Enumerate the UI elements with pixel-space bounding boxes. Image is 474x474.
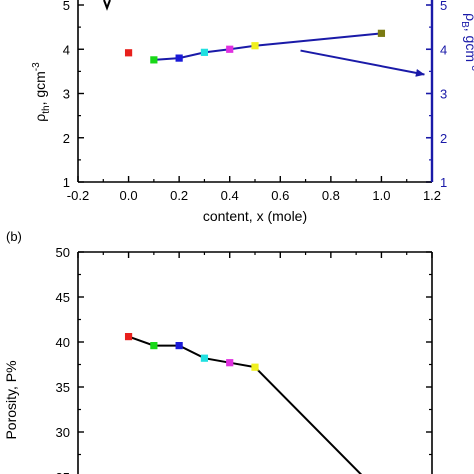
y-tick-label: 30 [56,425,70,440]
panel-b-label: (b) [6,229,22,244]
rho-th-point [124,49,133,57]
ylabel-left-exp: -3 [31,62,42,71]
y-tick-label: 35 [56,380,70,395]
panel-a-xlabel: content, x (mole) [203,208,307,224]
ylabel-left-main: ρ [32,114,48,122]
y-left-tick-label: 4 [63,42,70,57]
ylabel-right-exp: -3 [469,62,474,71]
panel-a-arrow [300,49,425,77]
y-left-tick-label: 5 [63,0,70,13]
axis-arrow [300,49,425,77]
y-left-tick-label: 1 [63,175,70,190]
x-tick-label: -0.2 [67,188,89,203]
y-tick-label: 25 [56,470,70,474]
panel-a-markers [124,29,386,64]
ylabel-right-sub: B [459,21,470,28]
porosity-point [251,363,259,371]
y-right-tick-label: 2 [440,131,447,146]
ylabel-left-unit: , gcm [32,71,48,105]
panel-b: (b) 25 30 35 40 45 50 Porosity, P% [3,229,433,474]
x-tick-label: 1.2 [423,188,441,203]
porosity-point [150,342,158,350]
y-tick-label: 45 [56,290,70,305]
panel-b-ticks: 25 30 35 40 45 50 [56,245,433,474]
rho-th-point [175,54,183,62]
x-tick-label: 1.0 [372,188,390,203]
x-tick-label: 0.8 [322,188,340,203]
rho-b-line [153,32,382,61]
porosity-line [128,335,363,474]
rho-th-point [226,45,234,53]
panel-a-series-line [153,32,382,61]
ylabel-right-main: ρ [463,13,474,21]
y-right-tick-label: 3 [440,87,447,102]
y-tick-label: 50 [56,245,70,260]
y-tick-label: 40 [56,335,70,350]
porosity-point [200,354,209,362]
x-tick-label: 0.6 [271,188,289,203]
x-tick-label: 0.4 [221,188,239,203]
ylabel-left-sub: th [41,105,52,113]
y-left-tick-label: 3 [63,87,70,102]
rho-th-point [251,42,259,50]
panel-a-right-ylabel: ρB, gcm-3 [459,13,474,71]
rho-th-point [377,29,386,37]
y-right-tick-label: 4 [440,42,447,57]
y-left-tick-label: 2 [63,131,70,146]
porosity-point [175,342,183,350]
ylabel-right-unit: , gcm [463,28,474,62]
rho-th-point [200,48,209,56]
panel-a-left-ylabel: ρth, gcm-3 [31,62,52,122]
cropped-mark [103,0,111,11]
x-tick-label: 0.0 [120,188,138,203]
porosity-point [226,359,234,367]
panel-b-markers [124,333,259,371]
rho-th-point [150,56,158,64]
porosity-point [124,333,133,341]
panel-b-series-line [128,335,363,474]
panel-b-ylabel: Porosity, P% [3,360,19,439]
y-right-tick-label: 1 [440,175,447,190]
y-right-tick-label: 5 [440,0,447,13]
x-tick-label: 0.2 [170,188,188,203]
